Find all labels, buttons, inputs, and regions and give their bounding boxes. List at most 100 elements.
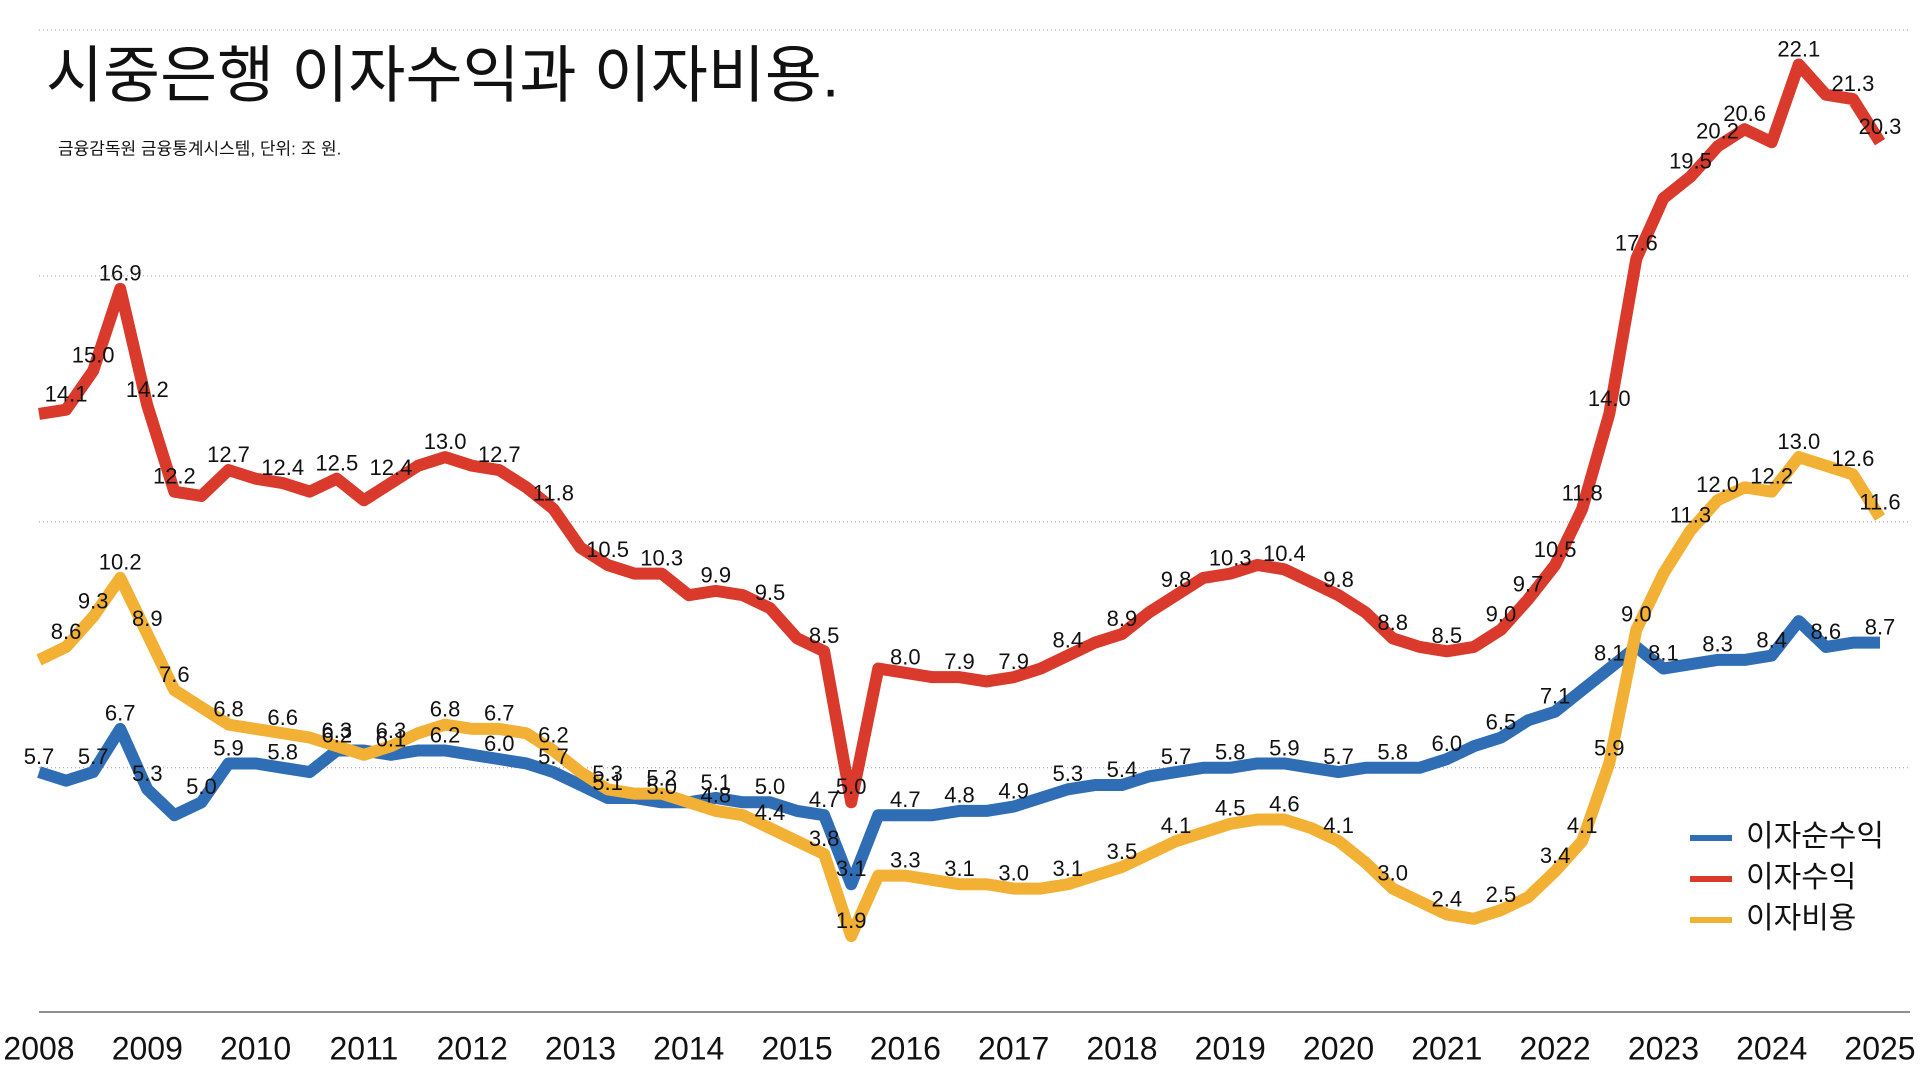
data-label: 14.2	[126, 377, 169, 402]
data-label: 5.8	[1215, 740, 1246, 765]
data-label: 4.1	[1161, 813, 1192, 838]
data-label: 6.5	[1486, 709, 1517, 734]
data-label: 11.8	[1562, 481, 1603, 506]
x-tick-label: 2010	[220, 1030, 291, 1066]
x-tick-label: 2023	[1628, 1030, 1699, 1066]
data-label: 12.7	[478, 442, 521, 467]
data-label: 15.0	[72, 343, 115, 368]
data-label: 6.8	[430, 696, 461, 721]
data-label: 6.7	[105, 701, 136, 726]
data-label: 4.6	[1269, 791, 1300, 816]
chart-title: 시중은행 이자수익과 이자비용.	[46, 41, 839, 110]
data-label: 6.2	[430, 722, 461, 747]
data-label: 2.4	[1432, 886, 1463, 911]
data-label: 4.7	[890, 787, 921, 812]
data-label: 8.0	[890, 645, 921, 670]
data-label: 6.2	[538, 722, 569, 747]
data-label: 12.2	[1750, 463, 1793, 488]
x-tick-label: 2019	[1195, 1030, 1266, 1066]
data-label: 8.8	[1377, 610, 1408, 635]
x-tick-label: 2011	[329, 1030, 398, 1066]
data-label: 5.0	[836, 774, 867, 799]
data-label: 4.9	[998, 778, 1029, 803]
data-label: 12.2	[153, 463, 196, 488]
data-label: 5.7	[24, 744, 55, 769]
data-label: 4.8	[701, 783, 732, 808]
x-tick-label: 2025	[1844, 1030, 1915, 1066]
x-tick-label: 2021	[1411, 1030, 1482, 1066]
data-label: 6.8	[213, 696, 244, 721]
data-label: 11.3	[1670, 502, 1711, 527]
data-label: 4.7	[809, 787, 840, 812]
data-label: 6.3	[322, 718, 353, 743]
data-label: 14.1	[45, 381, 88, 406]
data-label: 4.1	[1567, 813, 1598, 838]
legend-label: 이자수익	[1746, 861, 1856, 894]
data-label: 3.4	[1540, 843, 1571, 868]
data-label: 6.3	[376, 718, 407, 743]
data-label: 2.5	[1486, 882, 1517, 907]
data-label: 5.9	[1269, 735, 1300, 760]
data-label: 8.6	[51, 619, 82, 644]
data-label: 8.7	[1865, 614, 1896, 639]
data-label: 5.8	[1377, 740, 1408, 765]
data-label: 9.8	[1323, 567, 1354, 592]
data-label: 3.5	[1107, 839, 1138, 864]
data-label: 10.5	[1534, 537, 1577, 562]
data-label: 8.3	[1702, 632, 1733, 657]
data-label: 9.5	[755, 580, 786, 605]
data-label: 5.9	[1594, 735, 1625, 760]
data-label: 11.8	[533, 481, 574, 506]
x-tick-label: 2013	[545, 1030, 616, 1066]
data-label: 12.7	[207, 442, 250, 467]
data-label: 8.9	[132, 606, 163, 631]
data-label: 9.0	[1621, 602, 1652, 627]
chart-subtitle: 금융감독원 금융통계시스템, 단위: 조 원.	[58, 139, 341, 158]
data-label: 8.5	[809, 623, 840, 648]
data-label: 5.0	[755, 774, 786, 799]
data-label: 10.2	[99, 550, 142, 575]
data-label: 5.8	[267, 740, 298, 765]
data-label: 8.4	[1756, 627, 1787, 652]
data-label: 8.6	[1811, 619, 1842, 644]
data-label: 12.0	[1696, 472, 1739, 497]
data-label: 4.5	[1215, 796, 1246, 821]
data-label: 3.1	[1052, 856, 1083, 881]
data-label: 5.1	[701, 770, 732, 795]
x-tick-label: 2016	[870, 1030, 941, 1066]
x-tick-label: 2018	[1086, 1030, 1157, 1066]
data-label: 10.3	[640, 545, 683, 570]
data-label: 8.5	[1432, 623, 1463, 648]
data-label: 6.1	[376, 727, 407, 752]
data-label: 5.7	[1323, 744, 1354, 769]
data-label: 3.1	[836, 856, 867, 881]
x-tick-label: 2024	[1736, 1030, 1807, 1066]
data-label: 10.5	[586, 537, 629, 562]
data-label: 12.4	[261, 455, 304, 480]
data-label: 20.3	[1859, 114, 1902, 139]
data-label: 8.9	[1107, 606, 1138, 631]
x-tick-label: 2012	[437, 1030, 508, 1066]
data-label: 4.1	[1323, 813, 1354, 838]
data-label: 4.8	[944, 783, 975, 808]
legend-label: 이자비용	[1746, 902, 1856, 935]
data-label: 5.7	[1161, 744, 1192, 769]
data-label: 7.9	[998, 649, 1029, 674]
data-label: 7.6	[159, 662, 190, 687]
data-label: 12.5	[315, 451, 358, 476]
data-label: 17.6	[1615, 230, 1658, 255]
data-label: 20.6	[1723, 101, 1766, 126]
data-label: 5.2	[646, 765, 677, 790]
data-label: 16.9	[99, 261, 142, 286]
x-tick-label: 2015	[761, 1030, 832, 1066]
data-label: 12.6	[1832, 446, 1875, 471]
data-label: 12.4	[370, 455, 413, 480]
data-label: 13.0	[424, 429, 467, 454]
x-tick-label: 2022	[1520, 1030, 1591, 1066]
data-label: 5.0	[646, 774, 677, 799]
data-label: 5.0	[186, 774, 217, 799]
data-label: 19.5	[1669, 149, 1712, 174]
data-label: 22.1	[1777, 36, 1820, 61]
data-label: 6.7	[484, 701, 515, 726]
